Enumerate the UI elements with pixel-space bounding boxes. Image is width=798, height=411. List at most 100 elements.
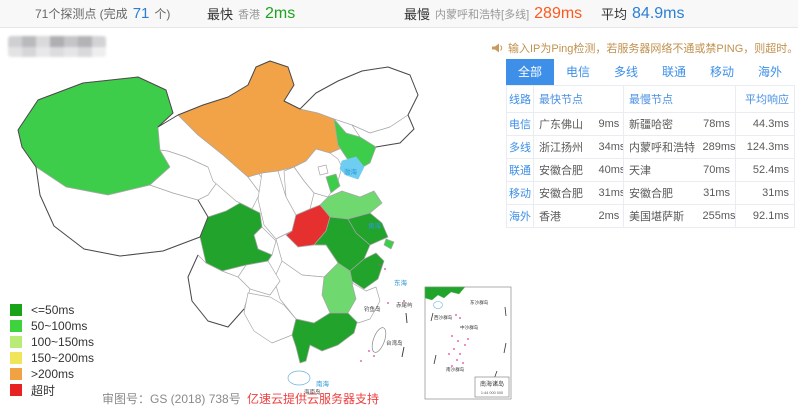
fast-node: 广东佛山 <box>533 112 594 136</box>
average-label: 平均 <box>601 7 628 22</box>
line-tabs: 全部 电信 多线 联通 移动 海外 <box>506 59 794 85</box>
island-dots <box>360 264 405 362</box>
header-slowest: 最慢节点 <box>623 85 736 113</box>
fast-node: 香港 <box>533 204 594 228</box>
header-line: 线路 <box>506 85 534 113</box>
province-guangdong[interactable] <box>291 312 359 364</box>
table-row: 电信 广东佛山 9ms 新疆哈密 78ms 44.3ms <box>506 112 795 136</box>
legend-swatch <box>10 368 22 380</box>
legend-label: >200ms <box>31 367 75 381</box>
table-header-row: 线路 最快节点 最慢节点 平均响应 <box>506 85 795 113</box>
fastest-summary: 最快 香港 2ms <box>207 0 295 27</box>
province-liaoning[interactable] <box>333 118 377 172</box>
slow-ms: 70ms <box>697 158 736 182</box>
slow-ms: 255ms <box>697 204 736 228</box>
slow-ms: 78ms <box>697 112 736 136</box>
sea-label-bohai: 渤海 <box>344 167 358 176</box>
slow-node: 天津 <box>623 158 698 182</box>
latency-legend: <=50ms 50~100ms 100~150ms 150~200ms >200… <box>10 303 94 399</box>
slowest-summary: 最慢 内蒙呼和浩特[多线] 289ms <box>404 0 582 27</box>
inset-title-box <box>474 376 510 398</box>
row-line: 海外 <box>506 204 534 228</box>
probe-text-suffix: 个) <box>154 7 171 21</box>
fast-node: 安徽合肥 <box>533 158 594 182</box>
row-line: 联通 <box>506 158 534 182</box>
south-china-sea-inset: 东沙群岛 西沙群岛 中沙群岛 南沙群岛 南海诸岛 1:44 000 000 <box>424 286 512 400</box>
redacted-ip-text <box>8 36 106 57</box>
tab-unicom[interactable]: 联通 <box>661 65 686 79</box>
legend-swatch <box>10 336 22 348</box>
inset-island-dots <box>448 314 469 367</box>
table-row: 多线 浙江扬州 34ms 内蒙呼和浩特 289ms 124.3ms <box>506 135 795 159</box>
slowest-label: 最慢 <box>404 7 431 22</box>
slow-node: 新疆哈密 <box>623 112 698 136</box>
province-beijing[interactable] <box>317 164 329 176</box>
province-shanghai[interactable] <box>383 238 395 250</box>
inset-label-nansha: 南沙群岛 <box>446 366 465 373</box>
tab-all[interactable]: 全部 <box>506 59 554 85</box>
province-zhejiang[interactable] <box>349 252 385 290</box>
ping-notice: 输入IP为Ping检测，若服务器网络不通或禁PING，则超时。 <box>491 40 798 56</box>
tab-overseas[interactable]: 海外 <box>757 65 782 79</box>
probe-text-prefix: 71个探测点 (完成 <box>35 7 128 21</box>
avg-ms: 52.4ms <box>735 158 795 182</box>
fast-ms: 9ms <box>593 112 624 136</box>
stats-topbar: 71个探测点 (完成 71 个) 最快 香港 2ms 最慢 内蒙呼和浩特[多线] 2… <box>0 0 798 28</box>
fast-ms: 2ms <box>593 204 624 228</box>
legend-label: 100~150ms <box>31 335 95 349</box>
legend-item: 100~150ms <box>10 335 94 349</box>
island-label-taiwan: 台湾岛 <box>386 339 403 347</box>
legend-label: <=50ms <box>31 303 75 317</box>
country-outline <box>17 60 419 148</box>
fast-ms: 31ms <box>593 181 624 205</box>
tab-multiline[interactable]: 多线 <box>613 65 638 79</box>
legend-swatch <box>10 320 22 332</box>
sponsor-link[interactable]: 亿速云提供云服务器支持 <box>247 392 380 406</box>
province-taiwan[interactable] <box>369 326 388 354</box>
slow-node: 美国堪萨斯 <box>623 204 698 228</box>
country-outline-west <box>17 129 245 328</box>
fastest-label: 最快 <box>207 7 234 22</box>
tab-mobile[interactable]: 移动 <box>709 65 734 79</box>
tab-telecom[interactable]: 电信 <box>565 65 590 79</box>
inset-label-zhongsha: 中沙群岛 <box>460 324 479 331</box>
slow-ms: 31ms <box>697 181 736 205</box>
speaker-icon <box>492 43 503 53</box>
legend-item: <=50ms <box>10 303 94 317</box>
province-fujian[interactable] <box>347 282 381 324</box>
legend-item: 150~200ms <box>10 351 94 365</box>
avg-ms: 124.3ms <box>735 135 795 159</box>
avg-ms: 44.3ms <box>735 112 795 136</box>
slowest-node: 内蒙呼和浩特[多线] <box>435 8 530 21</box>
legend-label: 50~100ms <box>31 319 88 333</box>
inset-scale: 1:44 000 000 <box>481 391 503 395</box>
legend-swatch <box>10 352 22 364</box>
average-summary: 平均 84.9ms <box>601 0 684 27</box>
avg-ms: 92.1ms <box>735 204 795 228</box>
row-line: 多线 <box>506 135 534 159</box>
inset-title: 南海诸岛 <box>480 380 504 388</box>
slow-node: 安徽合肥 <box>623 181 698 205</box>
table-row: 联通 安徽合肥 40ms 天津 70ms 52.4ms <box>506 158 795 182</box>
boundary-dashes <box>401 312 408 358</box>
header-fastest: 最快节点 <box>533 85 624 113</box>
province-hainan[interactable] <box>287 370 311 386</box>
province-tianjin[interactable] <box>325 173 341 194</box>
legend-label: 150~200ms <box>31 351 95 365</box>
ping-notice-text: 输入IP为Ping检测，若服务器网络不通或禁PING，则超时。 <box>508 43 798 55</box>
slowest-value: 289ms <box>534 4 583 22</box>
row-line: 移动 <box>506 181 534 205</box>
fastest-value: 2ms <box>265 4 296 22</box>
fast-node: 浙江扬州 <box>533 135 594 159</box>
island-label-chiwei: 赤尾屿 <box>396 301 413 309</box>
legend-label: 超时 <box>31 383 56 398</box>
inset-hainan <box>433 301 443 309</box>
fastest-node: 香港 <box>238 8 261 21</box>
avg-ms: 31ms <box>735 181 795 205</box>
table-row: 海外 香港 2ms 美国堪萨斯 255ms 92.1ms <box>506 204 795 228</box>
fast-node: 安徽合肥 <box>533 181 594 205</box>
legend-swatch <box>10 384 22 396</box>
sea-label-nanhai: 南海 <box>316 379 330 388</box>
legend-item: 超时 <box>10 383 94 398</box>
inset-coast <box>424 286 466 301</box>
